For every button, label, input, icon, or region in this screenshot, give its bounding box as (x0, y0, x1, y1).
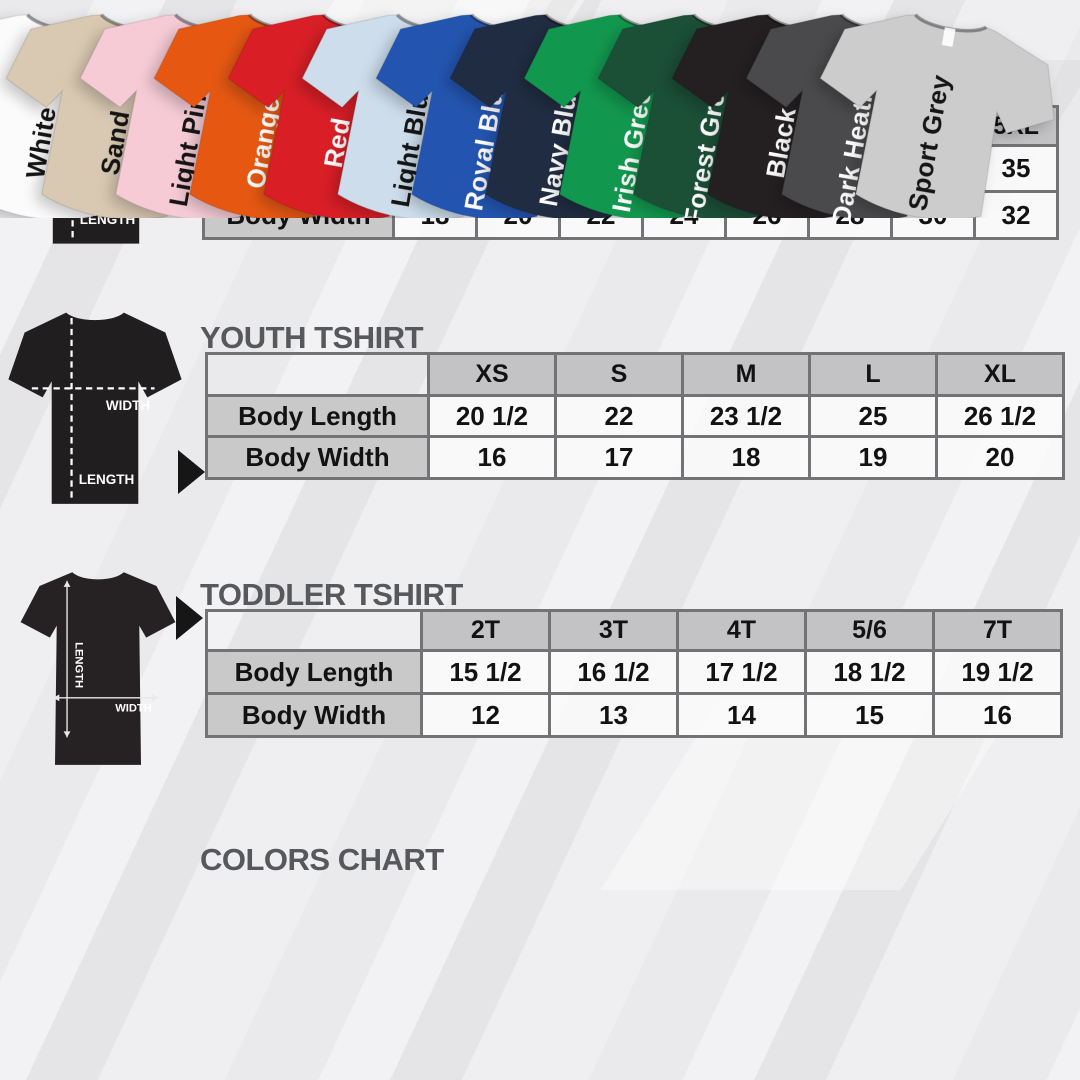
size-value: 16 (427, 435, 557, 480)
size-header: 7T (932, 609, 1063, 652)
section-title-toddler: TODDLER TSHIRT (200, 577, 463, 612)
toddler-size-table: 2T 3T 4T 5/6 7T Body Length 15 1/2 16 1/… (205, 609, 1063, 738)
diagram-width-label: WIDTH (106, 398, 150, 413)
table-header-row: XS S M L XL (205, 352, 1065, 397)
size-value: 22 (554, 394, 684, 438)
size-value: 18 1/2 (804, 649, 935, 695)
size-header: XL (935, 352, 1065, 397)
size-value: 13 (548, 692, 679, 738)
toddler-measurement-diagram: LENGTH WIDTH (20, 572, 176, 765)
size-value: 23 1/2 (681, 394, 811, 438)
size-value: 17 (554, 435, 684, 480)
row-label: Body Length (205, 649, 423, 695)
table-row: Body Width 16 17 18 19 20 (205, 435, 1065, 480)
size-value: 16 1/2 (548, 649, 679, 695)
size-value: 16 (932, 692, 1063, 738)
size-value: 26 1/2 (935, 394, 1065, 438)
table-row: Body Width 12 13 14 15 16 (205, 692, 1063, 738)
arrow-decoration (176, 596, 203, 640)
size-value: 14 (676, 692, 807, 738)
size-header: 3T (548, 609, 679, 652)
size-header: M (681, 352, 811, 397)
section-title-youth: YOUTH TSHIRT (200, 320, 424, 355)
diagram-width-label: WIDTH (115, 703, 152, 715)
size-value: 18 (681, 435, 811, 480)
color-shirt-sport-grey: Sport Grey (783, 0, 1071, 218)
size-value: 20 1/2 (427, 394, 557, 438)
size-value: 15 (804, 692, 935, 738)
table-row: Body Length 20 1/2 22 23 1/2 25 26 1/2 (205, 394, 1065, 438)
diagram-length-label: LENGTH (73, 642, 85, 688)
table-header-row: 2T 3T 4T 5/6 7T (205, 609, 1063, 652)
size-value: 12 (420, 692, 551, 738)
row-label: Body Length (205, 394, 430, 438)
row-label: Body Width (205, 692, 423, 738)
size-header: 2T (420, 609, 551, 652)
section-title-colors: COLORS CHART (200, 842, 444, 877)
size-value: 20 (935, 435, 1065, 480)
table-row: Body Length 15 1/2 16 1/2 17 1/2 18 1/2 … (205, 649, 1063, 695)
arrow-decoration (178, 450, 205, 494)
youth-size-table: XS S M L XL Body Length 20 1/2 22 23 1/2… (205, 352, 1065, 480)
size-header: 4T (676, 609, 807, 652)
youth-measurement-diagram: WIDTH LENGTH (8, 312, 182, 504)
color-swatch-row: White Sand Light Pink Orange Red Light B… (0, 0, 1080, 218)
size-header: L (808, 352, 938, 397)
size-value: 19 (808, 435, 938, 480)
size-value: 19 1/2 (932, 649, 1063, 695)
size-header: XS (427, 352, 557, 397)
size-value: 17 1/2 (676, 649, 807, 695)
size-value: 25 (808, 394, 938, 438)
diagram-length-label: LENGTH (79, 472, 135, 487)
size-value: 15 1/2 (420, 649, 551, 695)
size-header: S (554, 352, 684, 397)
size-header: 5/6 (804, 609, 935, 652)
row-label: Body Width (205, 435, 430, 480)
